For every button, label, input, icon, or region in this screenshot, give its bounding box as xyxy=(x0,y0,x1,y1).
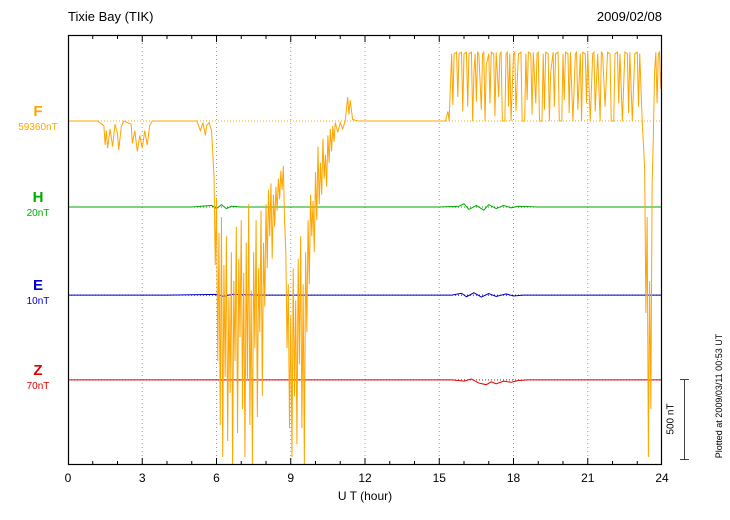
series-baseline-value-F: 59360nT xyxy=(18,122,58,133)
x-tick-label: 3 xyxy=(139,471,146,485)
x-tick-label: 6 xyxy=(213,471,220,485)
series-baseline-value-Z: 70nT xyxy=(26,380,50,392)
series-label-H: H 20nT xyxy=(8,190,68,219)
trace-E xyxy=(68,292,662,298)
trace-H xyxy=(68,203,662,211)
plot-title: Tixie Bay (TIK) xyxy=(68,9,154,24)
trace-Z xyxy=(68,378,662,386)
magnetogram-chart: 0 3 6 9 12 15 18 21 24 xyxy=(65,34,669,485)
series-label-F: F 59360nT xyxy=(8,104,68,133)
scale-bar-cap-top xyxy=(680,379,689,380)
x-tick-label: 24 xyxy=(655,471,669,485)
series-baseline-value-H: 20nT xyxy=(26,208,50,219)
x-tick-label: 9 xyxy=(287,471,294,485)
plot-date: 2009/02/08 xyxy=(596,9,662,24)
scale-bar-line xyxy=(684,379,685,460)
series-letter-H: H xyxy=(32,189,44,206)
trace-F xyxy=(68,50,662,465)
x-tick-label: 15 xyxy=(433,471,447,485)
plot-border xyxy=(67,34,663,466)
scale-bar-cap-bottom xyxy=(680,459,689,460)
series-baseline-value-E: 10nT xyxy=(26,296,50,308)
plotted-at-note: Plotted at 2009/03/11 00:53 UT xyxy=(714,333,724,459)
series-label-Z: Z 70nT xyxy=(8,363,68,392)
x-tick-label: 0 xyxy=(65,471,72,485)
scale-bar-label: 500 nT xyxy=(665,403,677,435)
series-letter-F: F xyxy=(33,103,43,120)
series-label-E: E 10nT xyxy=(8,278,68,307)
x-axis-label: U T (hour) xyxy=(337,489,393,503)
x-tick-label: 12 xyxy=(358,471,372,485)
series-letter-Z: Z xyxy=(33,361,43,379)
series-letter-E: E xyxy=(32,277,43,295)
x-tick-label: 18 xyxy=(507,471,521,485)
x-tick-label: 21 xyxy=(581,471,595,485)
